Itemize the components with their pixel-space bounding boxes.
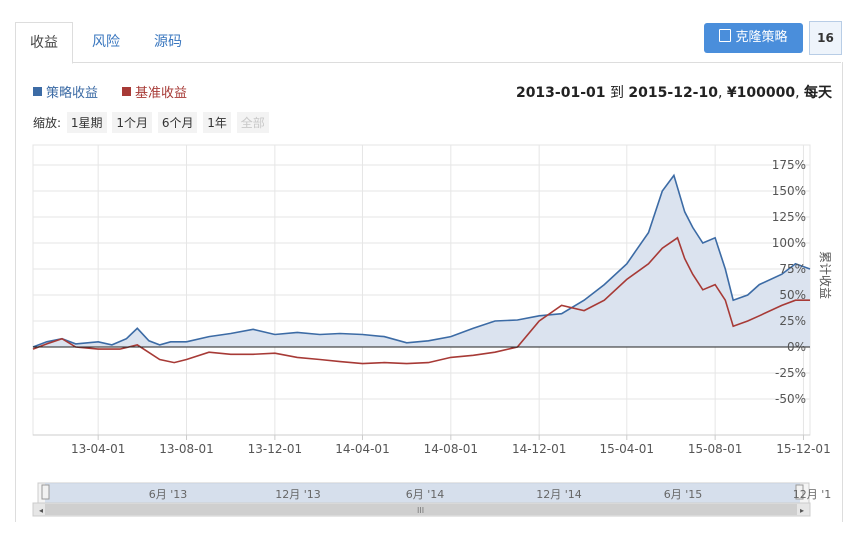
tab-bar: 收益 风险 源码: [15, 22, 841, 64]
strategy-area: [33, 175, 810, 347]
clone-strategy-button[interactable]: 克隆策略: [704, 23, 803, 53]
zoom-all-button[interactable]: 全部: [236, 112, 269, 133]
capital: ¥100000: [726, 85, 796, 101]
navigator-tick-label: 6月 '15: [664, 488, 703, 501]
y-tick-label: 125%: [772, 210, 806, 224]
x-tick-label: 14-08-01: [424, 442, 478, 456]
backtest-info: 2013-01-01 到 2015-12-10, ¥100000, 每天: [516, 82, 832, 102]
strategy-line: [32, 173, 811, 348]
y-tick-label: 150%: [772, 184, 806, 198]
navigator-axis: 6月 '13 12月 '13 6月 '14 12月 '14 6月 '15 12月 '1: [149, 488, 832, 501]
x-tick-label: 13-04-01: [71, 442, 125, 456]
y-tick-label: -50%: [775, 392, 806, 406]
x-tick-label: 13-08-01: [159, 442, 213, 456]
navigator-tick-label: 6月 '13: [149, 488, 188, 501]
zoom-1-year-button[interactable]: 1年: [203, 112, 231, 133]
tab-returns[interactable]: 收益: [15, 22, 73, 64]
separator: ,: [717, 85, 723, 101]
benchmark-line: [32, 236, 810, 365]
x-tick-label: 15-04-01: [600, 442, 654, 456]
y-tick-label: 50%: [779, 288, 806, 302]
y-tick-label: 25%: [779, 314, 806, 328]
zoom-1-week-button[interactable]: 1星期: [66, 112, 107, 133]
clone-count-badge: 16: [809, 21, 842, 55]
zoom-6-month-button[interactable]: 6个月: [157, 112, 198, 133]
scroll-left-arrow-icon[interactable]: ◂: [39, 506, 43, 515]
x-axis: 13-04-01 13-08-01 13-12-01 14-04-01 14-08-01…: [33, 434, 831, 456]
tab-source[interactable]: 源码: [154, 34, 182, 50]
to-label: 到: [609, 85, 624, 101]
zoom-label: 缩放:: [33, 116, 62, 130]
frequency: 每天: [804, 85, 832, 101]
scroll-right-arrow-icon[interactable]: ▸: [800, 506, 804, 515]
zoom-bar: 缩放: 1星期 1个月 6个月 1年 全部: [33, 112, 269, 133]
y-tick-label: -25%: [775, 366, 806, 380]
navigator-tick-label: 12月 '14: [536, 488, 582, 501]
legend-label-strategy: 策略收益: [46, 86, 99, 101]
legend-swatch-benchmark: [122, 87, 131, 96]
chart-panel: [15, 62, 843, 522]
legend-item-strategy[interactable]: 策略收益: [33, 82, 98, 101]
y-tick-label: 100%: [772, 236, 806, 250]
zoom-1-month-button[interactable]: 1个月: [112, 112, 152, 133]
clone-button-label: 克隆策略: [735, 30, 788, 45]
end-date: 2015-12-10: [628, 85, 718, 101]
tab-risk[interactable]: 风险: [92, 34, 120, 50]
x-tick-label: 14-12-01: [512, 442, 566, 456]
x-tick-label: 14-04-01: [335, 442, 389, 456]
y-tick-label: 75%: [779, 262, 806, 276]
navigator-tick-label: 12月 '1: [793, 488, 832, 501]
navigator-window[interactable]: [45, 483, 800, 503]
navigator-tick-label: 6月 '14: [406, 488, 445, 501]
x-tick-label: 15-12-01: [776, 442, 830, 456]
scrollbar-thumb[interactable]: [45, 504, 797, 515]
separator: ,: [795, 85, 800, 101]
clone-icon: [719, 29, 732, 42]
navigator-handle-right[interactable]: [795, 484, 804, 500]
scrollbar-grip-icon[interactable]: III: [417, 506, 424, 515]
start-date: 2013-01-01: [515, 85, 606, 101]
legend-label-benchmark: 基准收益: [135, 86, 188, 101]
y-tick-label: 0%: [787, 340, 806, 354]
legend-swatch-strategy: [33, 87, 42, 96]
legend-item-benchmark[interactable]: 基准收益: [122, 82, 187, 101]
y-tick-label: 175%: [772, 158, 806, 172]
x-tick-label: 13-12-01: [248, 442, 302, 456]
navigator-handle-left[interactable]: [41, 484, 50, 500]
y-axis-label: 累计收益: [818, 251, 832, 299]
y-axis: 175% 150% 125% 100% 75% 50% 25% 0% -25% -50%: [772, 158, 806, 406]
navigator-tick-label: 12月 '13: [275, 488, 321, 501]
x-tick-label: 15-08-01: [688, 442, 742, 456]
